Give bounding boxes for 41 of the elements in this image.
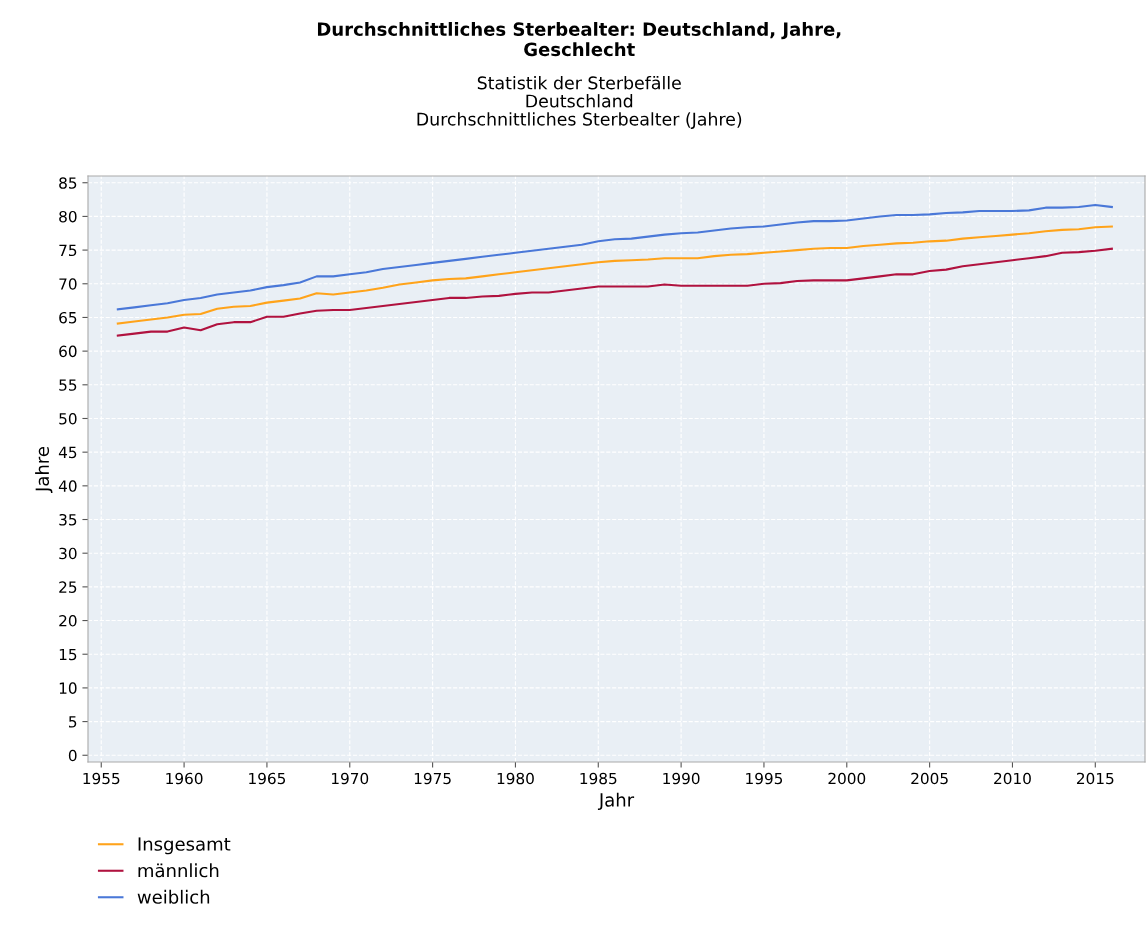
line-series xyxy=(116,247,1113,337)
y-tick-label: 80 xyxy=(59,210,77,223)
y-tick-label: 10 xyxy=(59,682,77,694)
y-tick-label: 60 xyxy=(59,345,77,358)
x-tick-label: 1960 xyxy=(166,772,203,785)
x-tick-label: 1990 xyxy=(663,772,700,785)
y-axis-title: Jahre xyxy=(35,446,53,493)
y-tick-label: 5 xyxy=(69,716,77,728)
legend-label: Insgesamt xyxy=(138,837,231,855)
y-tick-label: 30 xyxy=(59,547,77,560)
x-tick-label: 1980 xyxy=(497,772,534,785)
y-tick-label: 50 xyxy=(59,412,77,425)
y-tick-label: 40 xyxy=(58,480,77,492)
x-tick-label: 2005 xyxy=(911,772,948,785)
y-tick-label: 70 xyxy=(59,278,77,290)
y-tick-label: 15 xyxy=(59,648,77,661)
legend-label: weiblich xyxy=(137,889,210,904)
y-tick-label: 35 xyxy=(59,513,77,526)
line-series xyxy=(116,225,1113,325)
y-tick-label: 55 xyxy=(59,379,77,391)
y-tick-label: 0 xyxy=(68,749,77,762)
y-tick-label: 75 xyxy=(59,244,77,257)
x-tick-label: 1965 xyxy=(249,772,286,785)
line-series xyxy=(116,203,1113,311)
x-tick-label: 1995 xyxy=(746,772,783,785)
x-tick-label: 2010 xyxy=(994,772,1031,785)
x-tick-label: 1985 xyxy=(580,772,617,785)
legend-label: männlich xyxy=(138,863,219,878)
y-tick-label: 25 xyxy=(59,581,77,593)
chart-subtitle: Statistik der Sterbefälle Deutschland Durchschnittliches Sterbealter (Jahre) xyxy=(417,76,742,129)
x-axis-title: Jahr xyxy=(597,792,635,811)
x-tick-label: 1955 xyxy=(83,772,120,785)
chart-title: Durchschnittliches Sterbealter: Deutschland, Jahre, Geschlecht xyxy=(317,22,841,57)
x-tick-label: 2015 xyxy=(1076,772,1114,785)
y-tick-label: 85 xyxy=(59,177,77,189)
x-tick-label: 1970 xyxy=(332,772,369,785)
x-tick-label: 2000 xyxy=(828,772,866,785)
y-tick-label: 45 xyxy=(58,446,77,459)
x-tick-label: 1975 xyxy=(414,772,451,785)
y-tick-label: 65 xyxy=(59,311,77,324)
y-tick-label: 20 xyxy=(59,615,77,627)
